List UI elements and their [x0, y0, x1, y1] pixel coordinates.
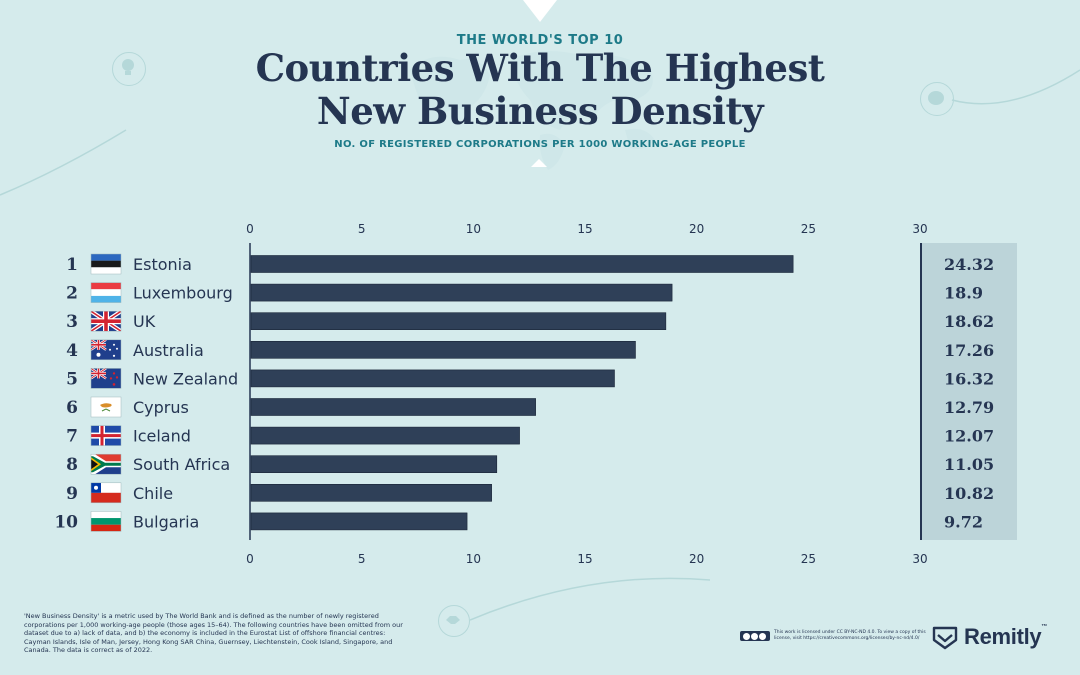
handshake-circle-decoration [438, 605, 470, 637]
bar [250, 255, 794, 273]
value-label: 18.62 [944, 312, 994, 331]
x-tick-label-top: 5 [358, 222, 366, 236]
country-label: Luxembourg [133, 284, 233, 303]
value-label: 18.9 [944, 284, 983, 303]
brain-circle-decoration [920, 82, 954, 116]
bar [250, 455, 498, 474]
x-tick-label-top: 0 [246, 222, 254, 236]
bar [250, 512, 468, 531]
bar [250, 426, 520, 445]
bottom-curve-decoration [470, 577, 710, 621]
brand-name: Remitly™ [964, 624, 1047, 650]
bar [250, 283, 673, 302]
bar [250, 312, 667, 331]
x-tick-label-bottom: 25 [801, 552, 816, 566]
bulgaria-flag-icon [90, 511, 122, 532]
rank-label: 1 [66, 255, 78, 275]
country-label: New Zealand [133, 369, 238, 388]
x-tick-label-top: 20 [689, 222, 704, 236]
left-curve-decoration [0, 129, 127, 196]
x-tick-label-bottom: 20 [689, 552, 704, 566]
rank-label: 2 [66, 284, 78, 304]
rank-label: 9 [66, 484, 78, 504]
country-label: Cyprus [133, 398, 189, 417]
country-label: Bulgaria [133, 512, 199, 531]
title-line-2: New Business Density [316, 89, 764, 133]
iceland-flag-icon [90, 425, 122, 446]
cyprus-flag-icon [90, 396, 122, 418]
country-label: South Africa [133, 455, 230, 474]
rank-label: 4 [66, 341, 78, 361]
x-tick-label-top: 30 [912, 222, 927, 236]
x-tick-label-bottom: 5 [358, 552, 366, 566]
estonia-flag-icon [90, 253, 122, 275]
brand-name-text: Remitly [964, 624, 1042, 649]
value-label: 10.82 [944, 484, 994, 503]
country-label: Iceland [133, 427, 191, 446]
footnote: 'New Business Density' is a metric used … [24, 612, 403, 655]
value-panel-divider [920, 243, 922, 540]
australia-flag-icon [90, 339, 122, 361]
kicker-text: THE WORLD'S TOP 10 [456, 33, 624, 48]
rank-label: 3 [66, 312, 78, 332]
lightbulb-icon [122, 59, 134, 75]
chart-subtitle: NO. OF REGISTERED CORPORATIONS PER 1000 … [334, 139, 746, 150]
luxembourg-flag-icon [90, 282, 122, 303]
bar [250, 369, 615, 388]
value-label: 12.07 [944, 427, 994, 446]
south-africa-flag-icon [90, 453, 122, 475]
x-tick-label-bottom: 15 [577, 552, 592, 566]
x-tick-label-bottom: 30 [912, 552, 927, 566]
x-tick-label-bottom: 10 [466, 552, 481, 566]
top-notch-decoration [523, 0, 557, 22]
chile-flag-icon [90, 482, 122, 504]
rank-label: 7 [66, 427, 78, 447]
x-tick-label-top: 10 [466, 222, 481, 236]
rank-label: 10 [54, 512, 78, 532]
bar [250, 398, 536, 416]
right-curve-decoration [951, 69, 1080, 105]
new-zealand-flag-icon [90, 368, 122, 389]
value-label: 9.72 [944, 512, 983, 531]
subtitle-notch-decoration [531, 159, 547, 167]
rank-label: 8 [66, 455, 78, 475]
uk-flag-icon [90, 310, 122, 332]
value-label: 17.26 [944, 341, 994, 360]
bar [250, 340, 636, 359]
brain-icon [928, 91, 944, 105]
rank-label: 5 [66, 369, 78, 389]
value-label: 16.32 [944, 369, 994, 388]
title-line-1: Countries With The Highest [255, 46, 825, 90]
x-tick-label-top: 25 [801, 222, 816, 236]
value-label: 24.32 [944, 255, 994, 274]
value-label: 12.79 [944, 398, 994, 417]
value-panel [921, 243, 1017, 540]
bar [250, 483, 492, 502]
remitly-logo-icon [932, 626, 958, 650]
country-label: UK [133, 312, 156, 331]
rank-label: 6 [66, 398, 78, 418]
x-tick-label-top: 15 [577, 222, 592, 236]
value-label: 11.05 [944, 455, 994, 474]
country-label: Australia [133, 341, 204, 360]
country-label: Chile [133, 484, 173, 503]
x-tick-label-bottom: 0 [246, 552, 254, 566]
brand-trademark: ™ [1041, 624, 1048, 630]
license-text: This work is licensed under CC BY-NC-ND … [774, 630, 926, 641]
cc-license-icon [740, 631, 770, 641]
page-title: Countries With The Highest New Business … [0, 47, 1080, 133]
lightbulb-circle-decoration [112, 52, 146, 86]
license-block: This work is licensed under CC BY-NC-ND … [740, 630, 930, 644]
country-label: Estonia [133, 255, 192, 274]
handshake-icon [446, 616, 460, 624]
